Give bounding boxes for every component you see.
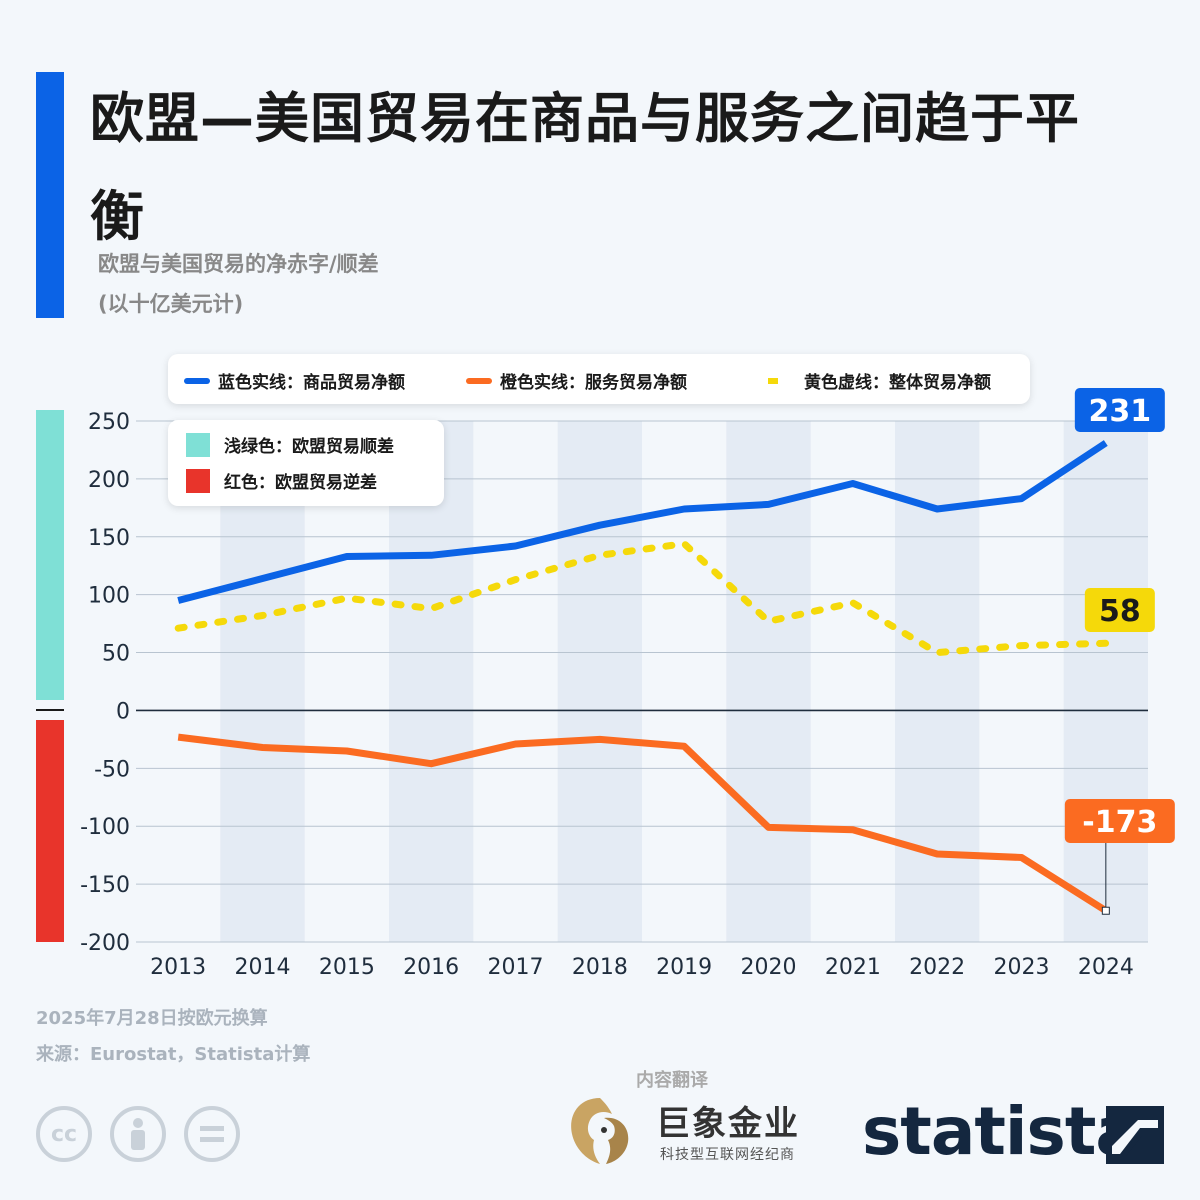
title-accent-bar (36, 72, 64, 318)
y-tick-label: 50 (102, 642, 130, 667)
column-band (557, 421, 642, 942)
x-tick-label: 2014 (235, 955, 291, 980)
y-tick-label: 0 (116, 699, 130, 724)
end-label-text: 58 (1099, 594, 1141, 629)
y-tick-label: 200 (88, 468, 130, 493)
chart-title: 欧盟—美国贸易在商品与服务之间趋于平衡 (90, 87, 1080, 248)
elephant-logo-icon (571, 1098, 629, 1164)
legend-overall-swatch (768, 377, 796, 384)
x-tick-label: 2013 (150, 955, 206, 980)
series-line-0 (177, 440, 1108, 604)
y-tick-label: 100 (88, 584, 130, 609)
end-label-box (1084, 588, 1155, 632)
x-tick-label: 2020 (741, 955, 797, 980)
subtitle-line-2: (以十亿美元计) (98, 292, 244, 316)
end-label-box (1074, 388, 1165, 432)
statista-logo-icon[interactable] (1106, 1106, 1164, 1164)
y-tick-label: -50 (94, 757, 130, 782)
y-tick-label: -150 (80, 873, 130, 898)
subtitle-line-1: 欧盟与美国贸易的净赤字/顺差 (98, 252, 379, 276)
date-note: 2025年7月28日按欧元换算 (36, 1008, 268, 1029)
series-line-1 (177, 733, 1108, 914)
y-tick-label: 250 (88, 410, 130, 435)
legend-item-overall: 黄色虚线：整体贸易净额 (768, 368, 991, 393)
zero-side-tick (36, 709, 64, 711)
x-tick-label: 2015 (319, 955, 375, 980)
legend-surplus-label: 浅绿色：欧盟贸易顺差 (224, 437, 394, 457)
x-tick-label: 2019 (656, 955, 712, 980)
end-label-marker (1101, 906, 1110, 915)
legend-deficit-label: 红色：欧盟贸易逆差 (224, 473, 377, 493)
x-tick-label: 2022 (909, 955, 965, 980)
legend-item-services: 橙色实线：服务贸易净额 (466, 368, 687, 393)
legend-services-swatch (466, 377, 492, 384)
person-glyph (131, 1118, 145, 1150)
column-band (220, 421, 305, 942)
end-label-box (1064, 799, 1175, 843)
x-tick-label: 2023 (994, 955, 1050, 980)
legend-goods-label: 蓝色实线：商品贸易净额 (218, 373, 405, 393)
line-chart: 250 200 150 100 50 0 -50 -100 -150 -200 2013 2014 20… (80, 388, 1175, 980)
surplus-swatch (186, 432, 210, 457)
source-note: 来源：Eurostat，Statista计算 (36, 1044, 311, 1065)
y-tick-label: -200 (80, 931, 130, 956)
legend-item-surplus: 浅绿色：欧盟贸易顺差 (186, 432, 394, 457)
translator-brand-sub: 科技型互联网经纪商 (660, 1147, 795, 1163)
attribution-icon[interactable] (110, 1106, 166, 1162)
surplus-side-bar (36, 410, 64, 700)
legend-overall-label: 黄色虚线：整体贸易净额 (804, 373, 991, 393)
deficit-swatch (186, 468, 210, 493)
end-label-text: -173 (1082, 805, 1157, 840)
x-tick-label: 2017 (488, 955, 544, 980)
chart-subtitle: 欧盟与美国贸易的净赤字/顺差 (以十亿美元计) (98, 244, 379, 324)
legend-item-deficit: 红色：欧盟贸易逆差 (186, 468, 377, 493)
translator-brand-name: 巨象金业 (656, 1104, 800, 1144)
legend-services-label: 橙色实线：服务贸易净额 (500, 373, 687, 393)
no-derivatives-icon[interactable] (184, 1106, 240, 1162)
cc-icon[interactable]: cc (36, 1106, 92, 1162)
legend-goods-swatch (184, 377, 210, 384)
translation-label: 内容翻译 (636, 1070, 708, 1091)
series-legend: 蓝色实线：商品贸易净额 橙色实线：服务贸易净额 黄色虚线：整体贸易净额 (168, 354, 1030, 404)
x-tick-label: 2024 (1078, 955, 1134, 980)
column-band (389, 421, 474, 942)
statista-logo-text[interactable]: statista (862, 1093, 1140, 1170)
end-label-text: 231 (1089, 394, 1152, 429)
series-line-2 (174, 540, 1110, 657)
y-tick-label: 150 (88, 526, 130, 551)
x-tick-label: 2021 (825, 955, 881, 980)
x-tick-label: 2016 (403, 955, 459, 980)
y-tick-label: -100 (80, 815, 130, 840)
surplus-deficit-legend: 浅绿色：欧盟贸易顺差 红色：欧盟贸易逆差 (168, 420, 444, 506)
deficit-side-bar (36, 720, 64, 942)
x-tick-label: 2018 (572, 955, 628, 980)
equals-glyph (200, 1126, 224, 1142)
legend-item-goods: 蓝色实线：商品贸易净额 (184, 368, 405, 393)
